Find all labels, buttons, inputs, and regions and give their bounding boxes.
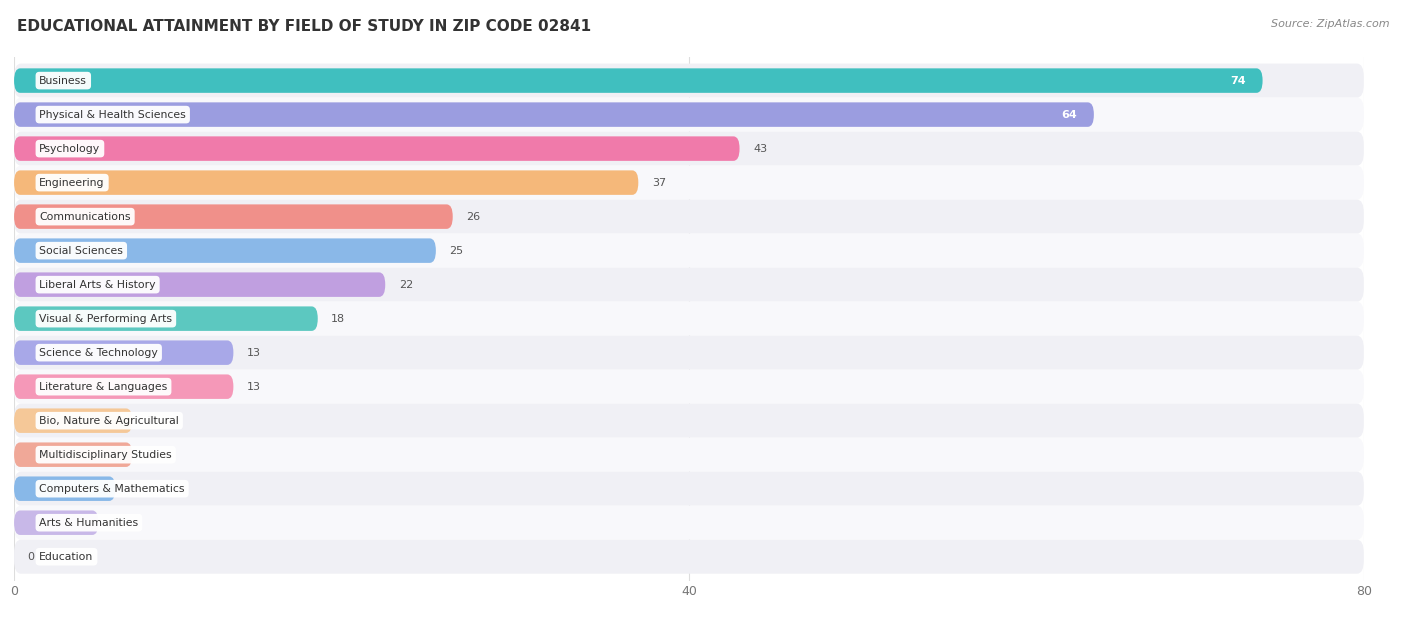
FancyBboxPatch shape bbox=[14, 204, 453, 229]
Text: 43: 43 bbox=[754, 144, 768, 153]
Text: Science & Technology: Science & Technology bbox=[39, 348, 157, 358]
FancyBboxPatch shape bbox=[14, 370, 1364, 404]
Text: Communications: Communications bbox=[39, 211, 131, 221]
FancyBboxPatch shape bbox=[14, 442, 132, 467]
Text: Business: Business bbox=[39, 76, 87, 86]
FancyBboxPatch shape bbox=[14, 199, 1364, 233]
Text: Physical & Health Sciences: Physical & Health Sciences bbox=[39, 110, 186, 120]
Text: 7: 7 bbox=[146, 416, 153, 426]
Text: Computers & Mathematics: Computers & Mathematics bbox=[39, 484, 184, 493]
Text: Engineering: Engineering bbox=[39, 177, 105, 187]
FancyBboxPatch shape bbox=[14, 505, 1364, 540]
FancyBboxPatch shape bbox=[14, 165, 1364, 199]
FancyBboxPatch shape bbox=[14, 404, 1364, 438]
FancyBboxPatch shape bbox=[14, 408, 132, 433]
Text: 22: 22 bbox=[399, 280, 413, 290]
Text: EDUCATIONAL ATTAINMENT BY FIELD OF STUDY IN ZIP CODE 02841: EDUCATIONAL ATTAINMENT BY FIELD OF STUDY… bbox=[17, 19, 591, 34]
FancyBboxPatch shape bbox=[14, 268, 1364, 302]
FancyBboxPatch shape bbox=[14, 68, 1263, 93]
FancyBboxPatch shape bbox=[14, 102, 1094, 127]
Text: 26: 26 bbox=[467, 211, 481, 221]
FancyBboxPatch shape bbox=[14, 273, 385, 297]
FancyBboxPatch shape bbox=[14, 336, 1364, 370]
FancyBboxPatch shape bbox=[14, 239, 436, 263]
FancyBboxPatch shape bbox=[14, 476, 115, 501]
FancyBboxPatch shape bbox=[14, 540, 1364, 574]
Text: 25: 25 bbox=[450, 245, 464, 256]
FancyBboxPatch shape bbox=[14, 170, 638, 195]
FancyBboxPatch shape bbox=[14, 472, 1364, 505]
FancyBboxPatch shape bbox=[14, 374, 233, 399]
Text: 0: 0 bbox=[28, 551, 35, 562]
Text: Literature & Languages: Literature & Languages bbox=[39, 382, 167, 392]
FancyBboxPatch shape bbox=[14, 136, 740, 161]
FancyBboxPatch shape bbox=[14, 307, 318, 331]
Text: 13: 13 bbox=[247, 348, 262, 358]
Text: 6: 6 bbox=[129, 484, 136, 493]
FancyBboxPatch shape bbox=[14, 302, 1364, 336]
Text: Arts & Humanities: Arts & Humanities bbox=[39, 517, 139, 528]
FancyBboxPatch shape bbox=[14, 98, 1364, 132]
Text: Psychology: Psychology bbox=[39, 144, 100, 153]
Text: Social Sciences: Social Sciences bbox=[39, 245, 124, 256]
FancyBboxPatch shape bbox=[14, 340, 233, 365]
Text: Multidisciplinary Studies: Multidisciplinary Studies bbox=[39, 450, 172, 460]
Text: 74: 74 bbox=[1230, 76, 1246, 86]
FancyBboxPatch shape bbox=[14, 510, 98, 535]
Text: 7: 7 bbox=[146, 450, 153, 460]
Text: 13: 13 bbox=[247, 382, 262, 392]
FancyBboxPatch shape bbox=[14, 233, 1364, 268]
Text: Visual & Performing Arts: Visual & Performing Arts bbox=[39, 314, 173, 324]
FancyBboxPatch shape bbox=[14, 64, 1364, 98]
Text: 18: 18 bbox=[332, 314, 346, 324]
Text: 5: 5 bbox=[112, 517, 120, 528]
Text: Education: Education bbox=[39, 551, 94, 562]
Text: 37: 37 bbox=[652, 177, 666, 187]
FancyBboxPatch shape bbox=[14, 132, 1364, 165]
Text: Source: ZipAtlas.com: Source: ZipAtlas.com bbox=[1271, 19, 1389, 29]
FancyBboxPatch shape bbox=[14, 438, 1364, 472]
Text: Bio, Nature & Agricultural: Bio, Nature & Agricultural bbox=[39, 416, 179, 426]
Text: Liberal Arts & History: Liberal Arts & History bbox=[39, 280, 156, 290]
Text: 64: 64 bbox=[1062, 110, 1077, 120]
